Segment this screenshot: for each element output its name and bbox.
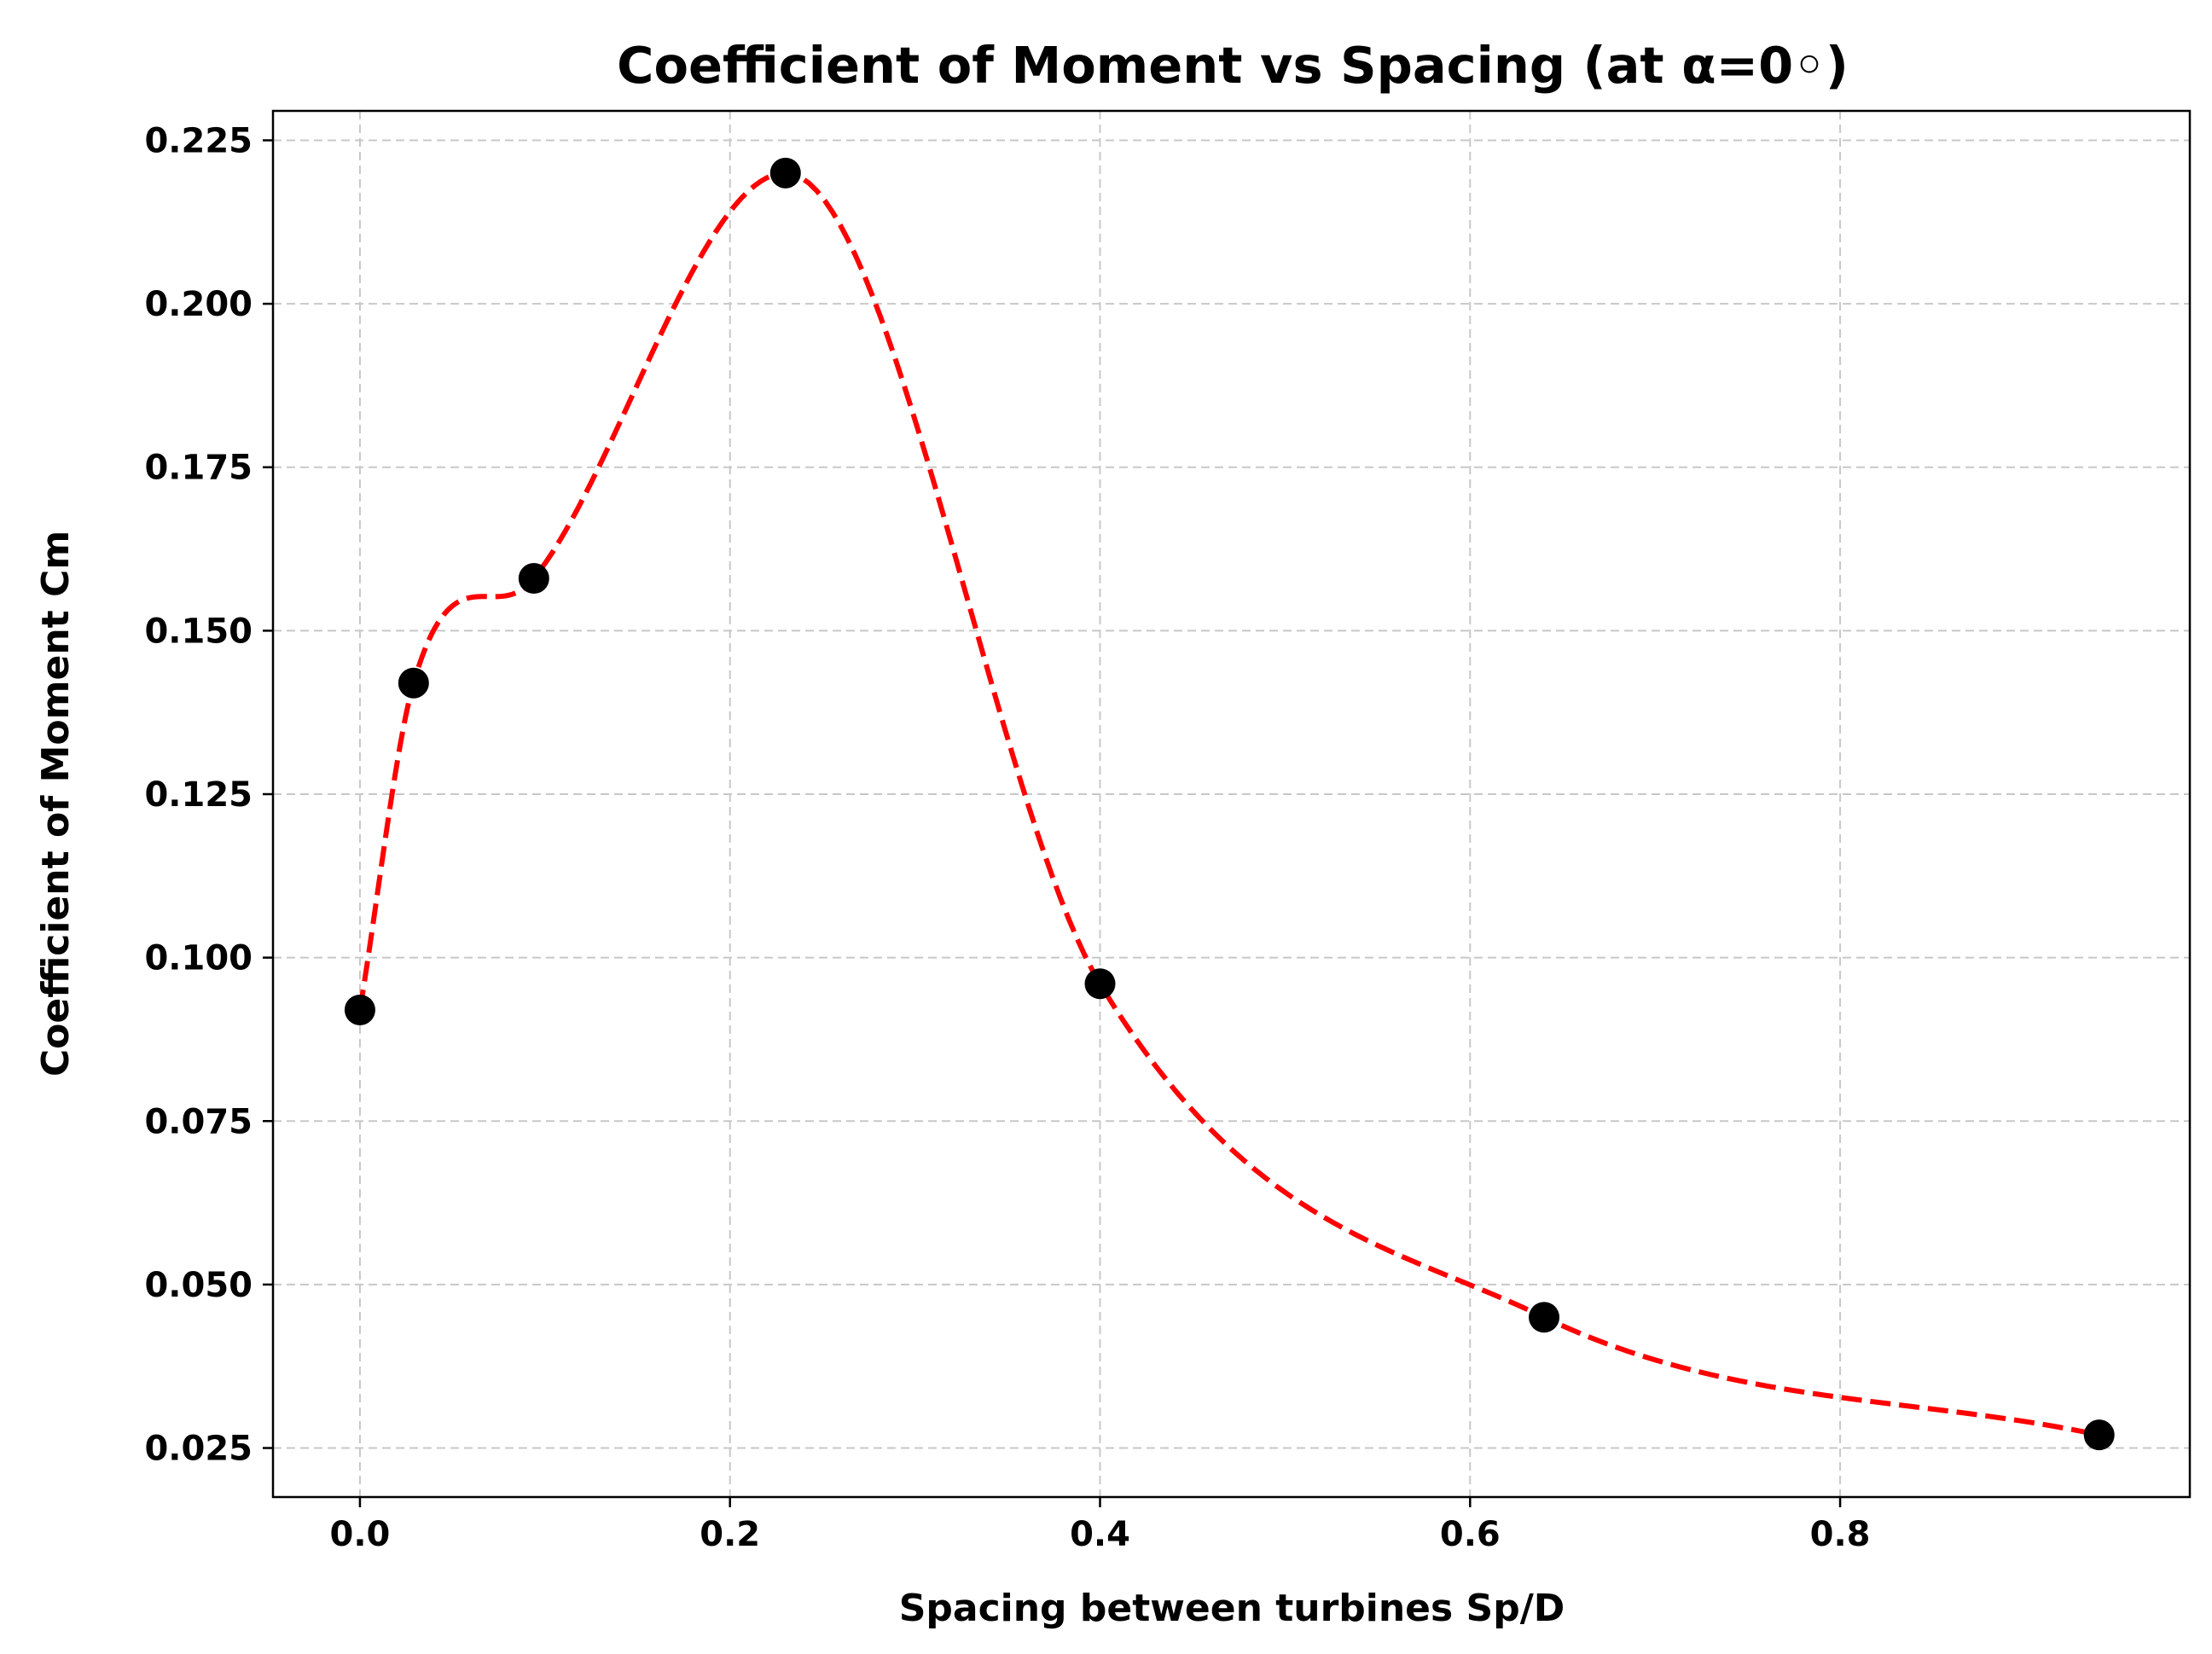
y-tick-label: 0.025 [144,1430,253,1469]
x-axis-ticks: 0.0 0.2 0.4 0.6 0.8 [330,1497,1871,1554]
series-line [357,170,2100,1438]
x-tick-label: 0.2 [700,1515,760,1554]
grid [273,111,2190,1497]
x-tick-label: 0.4 [1070,1515,1130,1554]
y-tick-label: 0.050 [144,1266,253,1305]
data-points [344,157,2115,1451]
series-line-layer [357,170,2100,1438]
data-point [1529,1302,1560,1333]
y-tick-label: 0.150 [144,612,253,651]
y-tick-label: 0.075 [144,1102,253,1141]
y-tick-label: 0.200 [144,285,253,324]
x-axis-label: Spacing between turbines Sp/D [899,1587,1565,1630]
data-point [398,667,429,699]
data-point [769,157,801,189]
x-tick-label: 0.6 [1440,1515,1501,1554]
chart-title: Coefficient of Moment vs Spacing (at α=0… [617,36,1849,95]
y-tick-label: 0.175 [144,449,253,488]
y-tick-label: 0.125 [144,775,253,815]
y-axis-ticks: 0.025 0.050 0.075 0.100 0.125 0.150 0.175 0.200… [144,121,273,1469]
x-tick-label: 0.8 [1810,1515,1871,1554]
data-point [2083,1419,2115,1451]
y-tick-label: 0.225 [144,121,253,160]
plot-frame [271,109,2192,1499]
data-point [518,563,549,595]
x-tick-label: 0.0 [330,1515,391,1554]
data-point [344,994,375,1025]
data-point [1084,968,1116,1000]
y-axis-label: Coefficient of Moment Cm [34,531,78,1077]
y-tick-label: 0.100 [144,939,253,978]
